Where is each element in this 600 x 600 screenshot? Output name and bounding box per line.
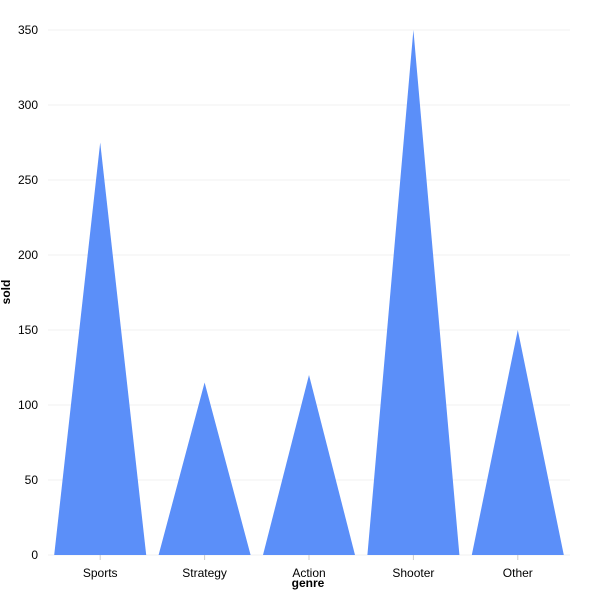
x-axis: Sports Strategy Action Shooter Other <box>83 555 533 580</box>
x-tick-label: Sports <box>83 566 118 580</box>
bar-action <box>263 375 355 555</box>
x-tick-label: Other <box>503 566 533 580</box>
x-tick-label: Action <box>292 566 325 580</box>
y-tick-label: 250 <box>18 173 38 187</box>
y-tick-label: 150 <box>18 323 38 337</box>
y-tick-label: 0 <box>31 548 38 562</box>
marks <box>54 30 564 555</box>
bar-other <box>471 330 564 555</box>
y-tick-label: 300 <box>18 98 38 112</box>
y-axis-title: sold <box>0 280 13 305</box>
x-tick-label: Shooter <box>392 566 434 580</box>
x-tick-label: Strategy <box>182 566 227 580</box>
y-tick-label: 100 <box>18 398 38 412</box>
y-tick-label: 200 <box>18 248 38 262</box>
bar-strategy <box>158 382 251 555</box>
bar-sports <box>54 142 147 555</box>
x-axis-title: genre <box>292 576 325 590</box>
y-axis: 0 50 100 150 200 250 300 350 <box>18 23 38 562</box>
bar-shooter <box>367 30 460 555</box>
y-tick-label: 50 <box>25 473 39 487</box>
y-tick-label: 350 <box>18 23 38 37</box>
